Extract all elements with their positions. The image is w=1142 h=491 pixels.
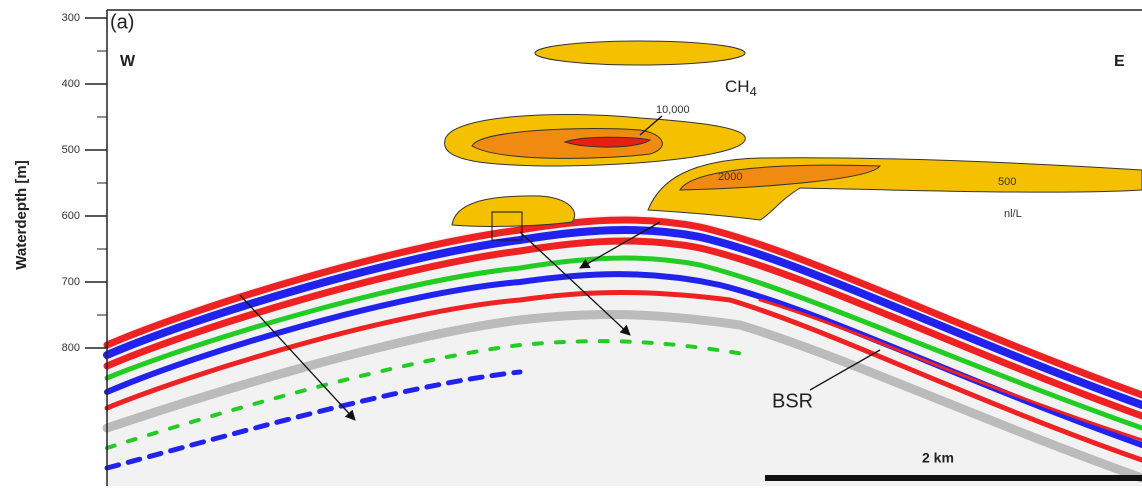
east-label: E [1114,53,1125,70]
axis-label: Waterdepth [m] [13,160,30,269]
gas-label: CH4 [725,77,757,99]
arrows [239,115,881,421]
y-tick-label: 700 [62,276,80,288]
contour-label: 2000 [718,171,742,183]
gas-subscript: 4 [750,84,757,99]
y-tick-label: 400 [62,78,80,90]
contour-label: 500 [998,176,1016,188]
y-tick-label: 500 [62,144,80,156]
scale-label: 2 km [922,450,954,466]
methane-plumes [444,40,1142,241]
gas-name: CH [725,77,750,96]
contour-label: 10,000 [656,104,690,116]
west-label: W [120,53,136,70]
y-ticks: 300 400 500 600 700 800 [62,12,107,354]
y-tick-label: 800 [62,342,80,354]
reflector-label: BSR [772,390,813,412]
unit-label: nl/L [1004,208,1022,220]
seismic-section [102,214,1142,487]
y-tick-label: 300 [62,12,80,24]
panel-label: (a) [110,11,134,33]
y-tick-label: 600 [62,210,80,222]
